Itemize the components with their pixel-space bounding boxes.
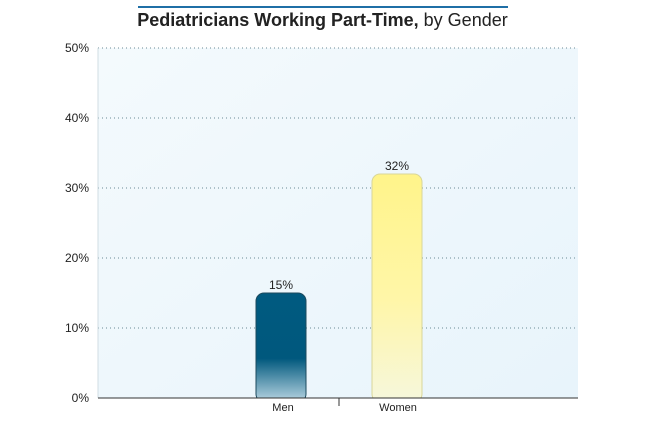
x-category-label: Men bbox=[272, 402, 293, 414]
y-tick-label: 30% bbox=[65, 181, 89, 195]
title-rule bbox=[138, 6, 508, 8]
y-tick-label: 50% bbox=[65, 41, 89, 55]
y-tick-label: 20% bbox=[65, 251, 89, 265]
chart-title-bold: Pediatricians Working Part-Time, bbox=[137, 10, 419, 30]
chart-title-rest: by Gender bbox=[418, 10, 508, 30]
chart-title-area: Pediatricians Working Part-Time, by Gend… bbox=[0, 0, 645, 40]
data-label: 32% bbox=[385, 159, 409, 173]
axis-mask bbox=[98, 398, 578, 405]
y-tick-label: 0% bbox=[72, 391, 90, 405]
bar-women bbox=[371, 173, 423, 403]
y-tick-label: 40% bbox=[65, 111, 89, 125]
data-label: 15% bbox=[269, 278, 293, 292]
y-tick-label: 10% bbox=[65, 321, 89, 335]
bar-men bbox=[255, 292, 307, 403]
plot-area bbox=[98, 48, 578, 398]
x-category-label: Women bbox=[379, 402, 417, 414]
chart-title: Pediatricians Working Part-Time, by Gend… bbox=[0, 10, 645, 31]
